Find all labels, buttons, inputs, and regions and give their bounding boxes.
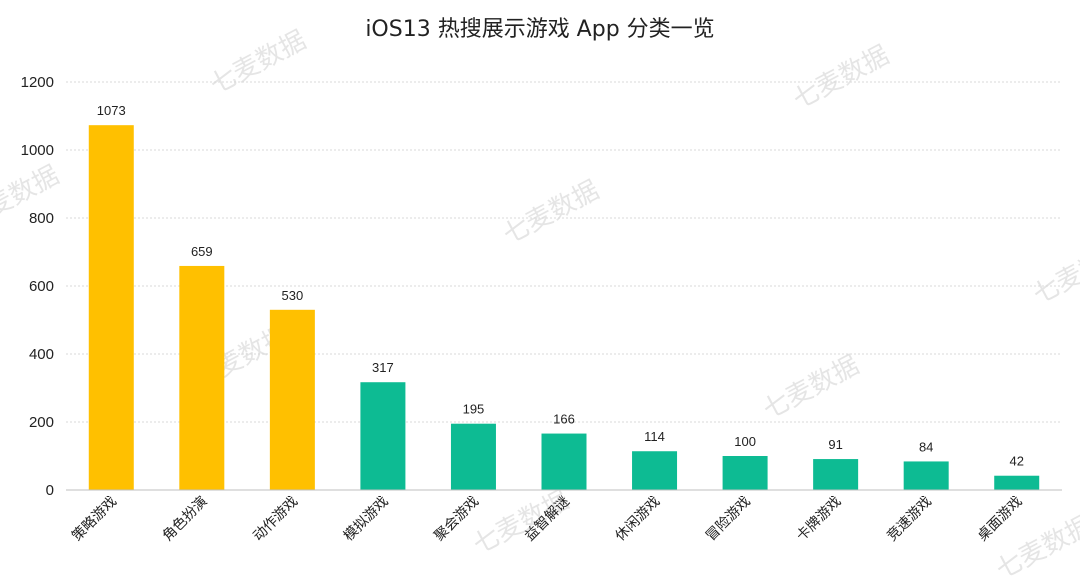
watermark-text: 七麦数据 <box>758 350 864 425</box>
bars <box>88 125 1040 491</box>
y-tick-label: 1200 <box>21 74 54 91</box>
data-label: 195 <box>463 402 485 417</box>
data-label: 84 <box>919 439 933 454</box>
gridlines <box>66 81 1062 423</box>
data-label: 114 <box>644 429 665 444</box>
bar <box>994 475 1040 490</box>
x-tick-label: 冒险游戏 <box>703 494 754 545</box>
data-label: 1073 <box>97 103 126 118</box>
data-labels: 1073 659 530 317 195 166 114 100 91 84 42 <box>97 103 1024 469</box>
bar <box>179 265 225 490</box>
y-tick-label: 400 <box>29 346 54 363</box>
x-tick-label: 休闲游戏 <box>612 494 663 545</box>
bar <box>88 125 134 491</box>
bar <box>541 433 587 490</box>
x-tick-label: 模拟游戏 <box>341 494 392 545</box>
x-tick-label: 策略游戏 <box>68 493 120 545</box>
watermark-text: 七麦数据 <box>1028 235 1080 310</box>
y-tick-label: 0 <box>46 482 54 499</box>
x-tick-label: 卡牌游戏 <box>793 493 845 545</box>
y-tick-label: 1000 <box>21 142 54 159</box>
chart-title: iOS13 热搜展示游戏 App 分类一览 <box>365 17 714 42</box>
data-label: 91 <box>828 437 842 452</box>
y-tick-label: 800 <box>29 210 54 227</box>
watermark-text: 七麦数据 <box>205 25 311 100</box>
bar <box>632 451 678 490</box>
bar <box>813 459 859 490</box>
bar <box>269 309 315 490</box>
x-tick-label: 动作游戏 <box>250 494 301 545</box>
data-label: 166 <box>553 412 575 427</box>
data-label: 42 <box>1009 454 1023 469</box>
data-label: 530 <box>282 288 304 303</box>
y-axis-ticks: 0 200 400 600 800 1000 1200 <box>21 74 54 499</box>
y-tick-label: 200 <box>29 414 54 431</box>
bar <box>450 423 496 490</box>
bar <box>903 461 949 490</box>
y-tick-label: 600 <box>29 278 54 295</box>
data-label: 317 <box>372 360 394 375</box>
watermark-text: 七麦数据 <box>498 175 604 250</box>
watermark-text: 七麦数据 <box>788 40 894 115</box>
x-tick-label: 桌面游戏 <box>975 494 1026 545</box>
x-tick-label: 角色扮演 <box>159 493 211 545</box>
data-label: 659 <box>191 244 213 259</box>
bar <box>722 456 768 490</box>
bar <box>360 382 406 490</box>
x-tick-label: 竞速游戏 <box>883 493 935 545</box>
data-label: 100 <box>734 434 756 449</box>
